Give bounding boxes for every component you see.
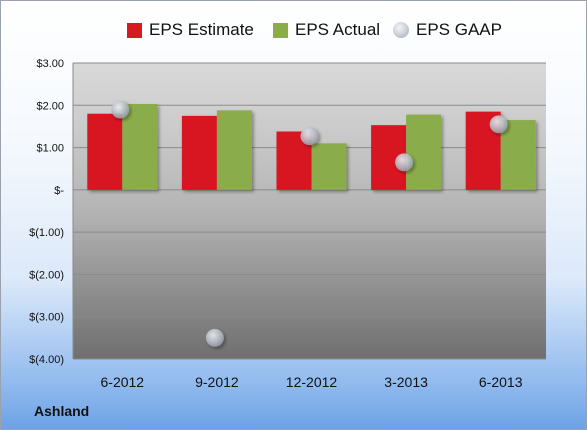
legend-actual-swatch <box>273 22 288 38</box>
y-tick-label: $(1.00) <box>29 227 64 239</box>
x-tick-label: 12-2012 <box>286 374 338 390</box>
company-name: Ashland <box>34 403 90 419</box>
point-eps-gaap <box>205 328 224 347</box>
point-eps-gaap <box>395 153 414 172</box>
x-tick-label: 9-2012 <box>195 374 239 390</box>
bar-eps-estimate <box>87 113 123 190</box>
bar-eps-actual <box>311 143 347 190</box>
x-tick-label: 6-2012 <box>101 374 145 390</box>
bar-eps-actual <box>406 114 442 190</box>
bar-eps-actual <box>216 110 252 190</box>
point-eps-gaap <box>111 100 130 119</box>
x-tick-label: 3-2013 <box>384 374 428 390</box>
bar-eps-estimate <box>181 115 217 190</box>
legend-gaap-marker <box>393 22 409 38</box>
point-eps-gaap <box>489 115 508 134</box>
y-tick-label: $3.00 <box>36 58 64 70</box>
x-tick-label: 6-2013 <box>479 374 523 390</box>
legend-estimate-label: EPS Estimate <box>149 20 254 39</box>
y-tick-label: $(4.00) <box>29 354 64 366</box>
legend-estimate-swatch <box>127 22 142 38</box>
legend-gaap: EPS GAAP <box>393 19 502 41</box>
bar-eps-actual <box>500 120 536 190</box>
bar-eps-actual <box>122 104 158 190</box>
legend-gaap-label: EPS GAAP <box>416 20 502 39</box>
y-tick-label: $- <box>54 185 64 197</box>
y-tick-label: $2.00 <box>36 100 64 112</box>
legend-estimate: EPS Estimate <box>127 19 254 41</box>
legend-actual: EPS Actual <box>273 19 380 41</box>
y-tick-label: $(2.00) <box>29 269 64 281</box>
y-tick-label: $(3.00) <box>29 312 64 324</box>
y-tick-label: $1.00 <box>36 143 64 155</box>
legend-actual-label: EPS Actual <box>295 20 381 39</box>
point-eps-gaap <box>300 127 319 146</box>
